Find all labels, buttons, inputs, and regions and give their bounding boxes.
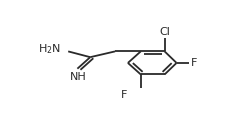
Text: F: F (191, 58, 198, 68)
Text: H$_2$N: H$_2$N (38, 42, 61, 56)
Text: NH: NH (70, 72, 87, 82)
Text: F: F (121, 90, 127, 100)
Text: Cl: Cl (159, 27, 170, 37)
